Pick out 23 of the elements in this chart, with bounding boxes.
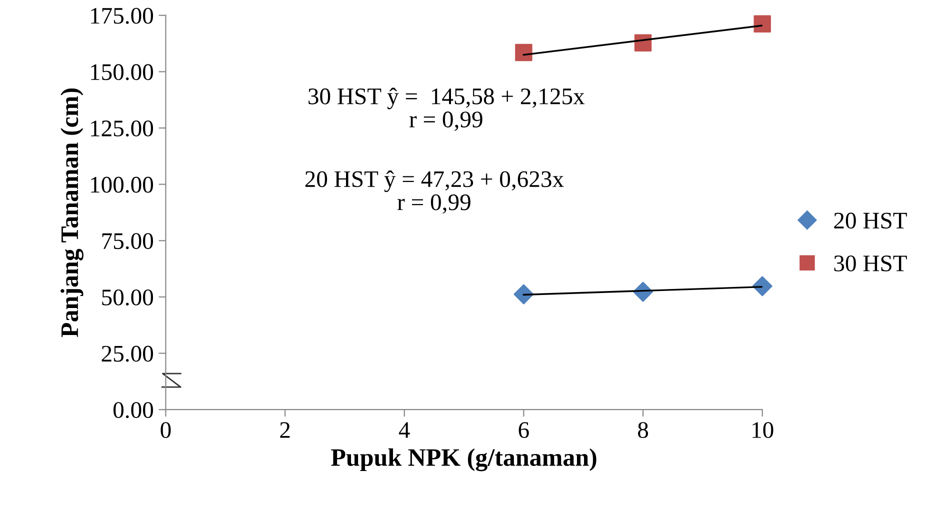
- x-axis-title: Pupuk NPK (g/tanaman): [331, 448, 596, 472]
- point: [754, 15, 771, 33]
- legend-label: 30 HST: [834, 255, 907, 272]
- point: [752, 276, 772, 296]
- y-tick-label: 25.00: [102, 346, 154, 362]
- y-axis-title: Panjang Tanaman (cm): [60, 88, 84, 338]
- x-tick-label: 4: [398, 422, 410, 438]
- y-tick-label: 75.00: [102, 233, 154, 250]
- x-tick-label: 0: [160, 422, 171, 438]
- annotation: 30 HST ŷ = 145,58 + 2,125x r = 0,99: [308, 88, 585, 131]
- legend-label: 20 HST: [834, 212, 907, 229]
- point: [515, 44, 532, 62]
- x-tick-label: 8: [638, 422, 648, 438]
- annotation: 20 HST ŷ = 47,23 + 0,623x r = 0,99: [305, 170, 564, 214]
- x-tick-label: 2: [280, 422, 290, 438]
- y-tick-label: 100.00: [91, 176, 154, 193]
- y-tick-label: 50.00: [102, 289, 154, 306]
- y-tick-label: 0.00: [114, 402, 154, 418]
- x-tick-label: 6: [518, 422, 529, 438]
- y-tick-label: 175.00: [91, 8, 154, 24]
- y-tick-label: 150.00: [91, 64, 154, 80]
- x-tick-label: 10: [752, 422, 774, 438]
- y-tick-label: 125.00: [91, 120, 154, 137]
